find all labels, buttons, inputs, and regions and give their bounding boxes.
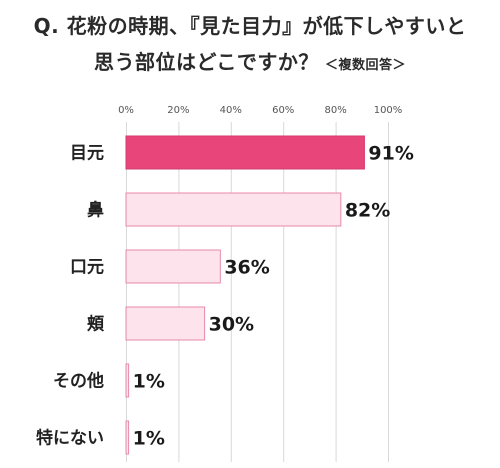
value-label: 1%	[133, 371, 165, 393]
category-label: その他	[53, 371, 104, 392]
bar	[125, 135, 365, 170]
value-label: 91%	[368, 143, 413, 165]
category-label: 口元	[70, 258, 104, 278]
chart-title-line2: 思う部位はどこですか？ ＜複数回答＞	[0, 46, 500, 75]
tick-label: 20%	[167, 105, 189, 116]
chart-title-text: 思う部位はどこですか？	[94, 50, 319, 74]
value-label: 30%	[209, 314, 254, 336]
tick-label: 40%	[220, 105, 242, 116]
category-label: 鼻	[87, 200, 104, 221]
bar	[125, 420, 130, 455]
chart-title-line1: Q. 花粉の時期、『見た目力』が低下しやすいと	[33, 14, 467, 38]
bar	[125, 363, 130, 398]
value-label: 1%	[133, 428, 165, 450]
category-label: 特にない	[36, 428, 104, 449]
category-label: 目元	[70, 144, 104, 164]
tick-label: 100%	[374, 105, 403, 116]
value-label: 82%	[345, 200, 390, 222]
bar	[125, 249, 221, 284]
tick-label: 0%	[118, 105, 134, 116]
tick-label: 80%	[324, 105, 346, 116]
category-label: 頬	[87, 314, 105, 335]
value-label: 36%	[224, 257, 269, 279]
chart-title-note: ＜複数回答＞	[324, 58, 406, 73]
tick-label: 60%	[272, 105, 294, 116]
bar	[125, 306, 206, 341]
bar	[125, 192, 342, 227]
